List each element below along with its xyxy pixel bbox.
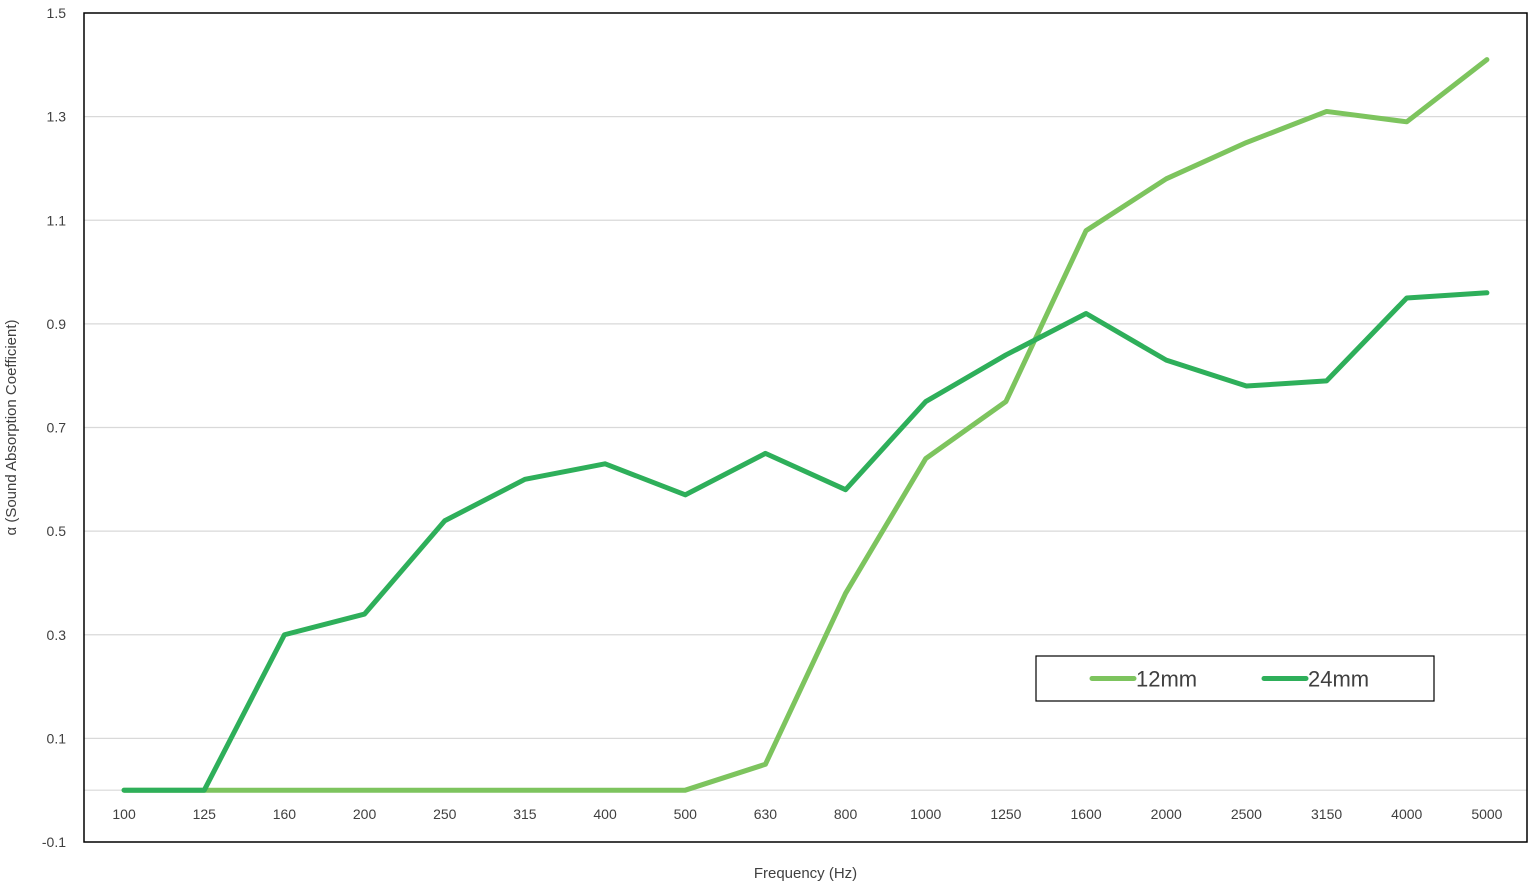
x-axis-ticks: 100 125 160 200 250 315 400 500 630 800 1000 1250 16…: [112, 806, 1502, 822]
y-tick-label: 1.1: [47, 212, 67, 228]
y-tick-label: 0.9: [47, 316, 67, 332]
series-lines: [121, 57, 1490, 793]
x-tick-label: 125: [193, 806, 217, 822]
x-tick-label: 250: [433, 806, 457, 822]
x-tick-label: 2000: [1151, 806, 1182, 822]
x-tick-label: 200: [353, 806, 377, 822]
x-tick-label: 4000: [1391, 806, 1422, 822]
x-tick-label: 800: [834, 806, 858, 822]
y-axis-ticks: 1.5 1.3 1.1 0.9 0.7 0.5 0.3 0.1 -0.1: [42, 5, 66, 850]
x-tick-label: 5000: [1471, 806, 1502, 822]
x-tick-label: 315: [513, 806, 537, 822]
y-tick-label: 0.7: [47, 420, 67, 436]
y-axis-label: α (Sound Absorption Coefficient): [3, 319, 20, 535]
x-tick-label: 400: [593, 806, 617, 822]
x-tick-label: 100: [112, 806, 136, 822]
x-tick-label: 630: [754, 806, 778, 822]
plot-area-border: [83, 12, 1528, 843]
series-line-12mm: [121, 57, 1490, 793]
x-tick-label: 1600: [1071, 806, 1102, 822]
legend-label: 24mm: [1308, 667, 1369, 692]
legend-label: 12mm: [1136, 667, 1197, 692]
y-tick-label: -0.1: [42, 834, 66, 850]
x-tick-label: 160: [273, 806, 297, 822]
y-tick-label: 0.3: [47, 627, 67, 643]
x-tick-label: 1250: [990, 806, 1021, 822]
x-tick-label: 2500: [1231, 806, 1262, 822]
x-tick-label: 1000: [910, 806, 941, 822]
y-tick-label: 0.1: [47, 730, 67, 746]
y-tick-label: 0.5: [47, 523, 67, 539]
x-axis-label: Frequency (Hz): [754, 865, 857, 882]
x-tick-label: 3150: [1311, 806, 1342, 822]
gridlines: [84, 116, 1527, 791]
x-tick-label: 500: [674, 806, 698, 822]
legend: 12mm 24mm: [1035, 655, 1435, 702]
y-tick-label: 1.5: [47, 5, 67, 21]
series-line-24mm: [121, 290, 1490, 793]
y-tick-label: 1.3: [47, 109, 67, 125]
